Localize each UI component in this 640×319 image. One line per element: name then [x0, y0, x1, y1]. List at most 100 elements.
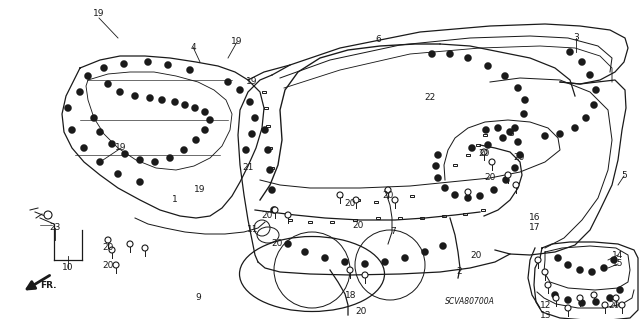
Circle shape: [337, 192, 343, 198]
Circle shape: [481, 149, 487, 155]
Bar: [442, 215, 446, 217]
Circle shape: [516, 152, 524, 159]
Circle shape: [353, 197, 359, 203]
Bar: [466, 154, 470, 156]
Circle shape: [116, 88, 124, 95]
Circle shape: [468, 145, 476, 152]
Circle shape: [435, 152, 442, 159]
Circle shape: [520, 110, 527, 117]
Circle shape: [401, 255, 408, 262]
Text: 20: 20: [608, 301, 620, 310]
Circle shape: [44, 211, 52, 219]
Circle shape: [180, 146, 188, 153]
Circle shape: [522, 97, 529, 103]
Circle shape: [122, 151, 129, 158]
Circle shape: [440, 242, 447, 249]
Circle shape: [159, 97, 166, 103]
Circle shape: [515, 85, 522, 92]
Circle shape: [499, 135, 506, 142]
Text: 21: 21: [243, 164, 253, 173]
Circle shape: [202, 127, 209, 133]
Text: 20: 20: [478, 150, 490, 159]
Circle shape: [246, 99, 253, 106]
Circle shape: [237, 86, 243, 93]
Circle shape: [166, 154, 173, 161]
Circle shape: [447, 50, 454, 57]
Text: 20: 20: [484, 173, 496, 182]
Circle shape: [495, 124, 502, 131]
Circle shape: [566, 48, 573, 56]
Circle shape: [248, 130, 255, 137]
Circle shape: [515, 138, 522, 145]
Circle shape: [172, 99, 179, 106]
Text: 6: 6: [375, 35, 381, 44]
Text: 15: 15: [612, 259, 624, 269]
Circle shape: [586, 71, 593, 78]
Bar: [353, 219, 357, 221]
Circle shape: [542, 269, 548, 275]
Text: 20: 20: [470, 250, 482, 259]
Text: 5: 5: [621, 172, 627, 181]
Circle shape: [120, 61, 127, 68]
Text: 19: 19: [231, 38, 243, 47]
Circle shape: [502, 72, 509, 79]
Circle shape: [90, 115, 97, 122]
Text: 4: 4: [190, 42, 196, 51]
Circle shape: [97, 159, 104, 166]
Circle shape: [554, 255, 561, 262]
Circle shape: [505, 172, 511, 178]
Circle shape: [262, 127, 269, 133]
Circle shape: [484, 63, 492, 70]
Circle shape: [607, 294, 614, 301]
Circle shape: [271, 206, 278, 213]
Circle shape: [285, 212, 291, 218]
Circle shape: [100, 64, 108, 71]
Circle shape: [77, 88, 83, 95]
Circle shape: [602, 302, 608, 308]
Text: 11: 11: [247, 226, 259, 234]
Circle shape: [191, 105, 198, 112]
Text: 8: 8: [508, 129, 514, 137]
Circle shape: [207, 116, 214, 123]
Circle shape: [115, 170, 122, 177]
Text: 20: 20: [102, 261, 114, 270]
Circle shape: [342, 258, 349, 265]
Circle shape: [579, 300, 586, 307]
Circle shape: [577, 295, 583, 301]
Circle shape: [572, 124, 579, 131]
Text: 16: 16: [529, 213, 541, 222]
Text: 20: 20: [513, 153, 525, 162]
Bar: [308, 221, 312, 223]
Circle shape: [285, 241, 291, 248]
Circle shape: [582, 115, 589, 122]
Circle shape: [68, 127, 76, 133]
Circle shape: [600, 264, 607, 271]
Circle shape: [186, 66, 193, 73]
Circle shape: [109, 247, 115, 253]
Circle shape: [435, 174, 442, 182]
Text: 2: 2: [456, 266, 462, 276]
Text: 20: 20: [271, 239, 283, 248]
Circle shape: [422, 249, 429, 256]
Text: 20: 20: [261, 211, 273, 219]
Circle shape: [65, 105, 72, 112]
Text: 18: 18: [345, 292, 356, 300]
Circle shape: [619, 302, 625, 308]
Text: 12: 12: [540, 301, 552, 310]
Circle shape: [109, 140, 115, 147]
Bar: [483, 134, 487, 136]
Text: 19: 19: [246, 78, 258, 86]
Text: FR.: FR.: [40, 280, 56, 290]
Circle shape: [202, 108, 209, 115]
Circle shape: [142, 245, 148, 251]
Circle shape: [465, 195, 472, 202]
Bar: [268, 147, 272, 149]
Circle shape: [105, 237, 111, 243]
Circle shape: [429, 50, 435, 57]
Circle shape: [362, 261, 369, 268]
Circle shape: [136, 157, 143, 164]
Circle shape: [490, 187, 497, 194]
Circle shape: [513, 182, 519, 188]
Circle shape: [264, 146, 271, 153]
Circle shape: [152, 159, 159, 166]
